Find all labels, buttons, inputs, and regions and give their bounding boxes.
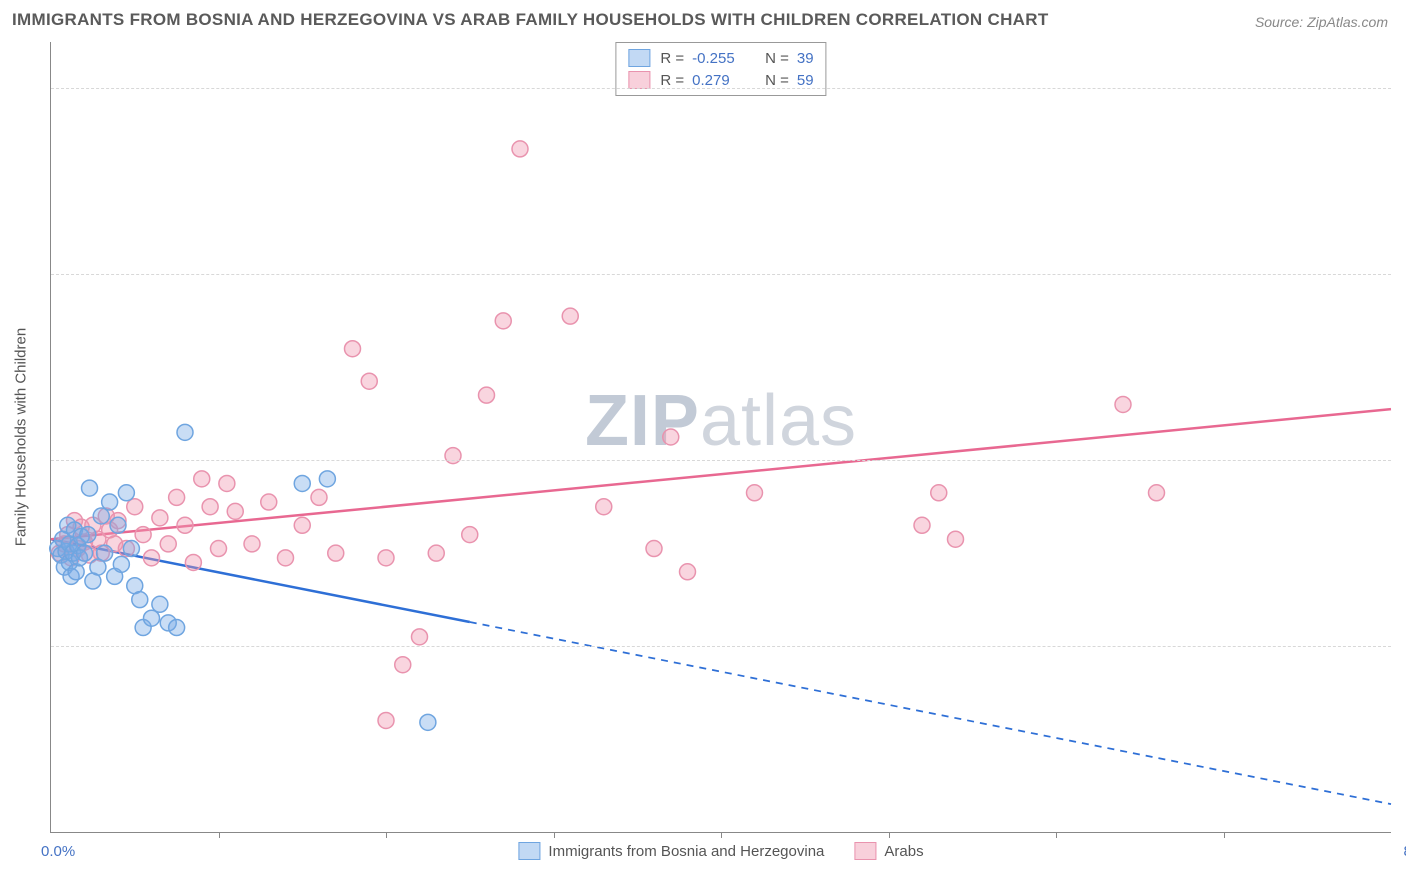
point-arabs xyxy=(428,545,444,561)
x-tick-start: 0.0% xyxy=(41,843,75,860)
point-arabs xyxy=(294,517,310,533)
point-arabs xyxy=(194,471,210,487)
point-bosnia xyxy=(177,424,193,440)
point-arabs xyxy=(512,141,528,157)
point-arabs xyxy=(345,341,361,357)
point-arabs xyxy=(562,308,578,324)
trend-line-bosnia-dashed xyxy=(470,622,1391,804)
point-bosnia xyxy=(420,714,436,730)
chart-svg xyxy=(51,42,1391,832)
gridline xyxy=(51,88,1391,89)
point-arabs xyxy=(378,712,394,728)
gridline xyxy=(51,460,1391,461)
point-arabs xyxy=(495,313,511,329)
gridline xyxy=(51,646,1391,647)
point-arabs xyxy=(378,550,394,566)
swatch-blue-icon xyxy=(518,842,540,860)
point-arabs xyxy=(177,517,193,533)
plot-area: Family Households with Children ZIPatlas… xyxy=(50,42,1391,833)
point-arabs xyxy=(479,387,495,403)
legend-item-bosnia: Immigrants from Bosnia and Herzegovina xyxy=(518,842,824,860)
point-arabs xyxy=(948,531,964,547)
point-bosnia xyxy=(110,517,126,533)
point-bosnia xyxy=(144,610,160,626)
legend-item-arabs: Arabs xyxy=(854,842,923,860)
point-bosnia xyxy=(132,592,148,608)
point-bosnia xyxy=(118,485,134,501)
y-axis-label: Family Households with Children xyxy=(13,328,30,546)
point-arabs xyxy=(395,657,411,673)
point-arabs xyxy=(185,554,201,570)
point-arabs xyxy=(144,550,160,566)
point-arabs xyxy=(135,527,151,543)
point-bosnia xyxy=(319,471,335,487)
point-arabs xyxy=(244,536,260,552)
x-tick-mark xyxy=(889,832,890,838)
point-arabs xyxy=(931,485,947,501)
point-arabs xyxy=(747,485,763,501)
legend-series: Immigrants from Bosnia and Herzegovina A… xyxy=(518,842,923,860)
point-bosnia xyxy=(113,556,129,572)
point-arabs xyxy=(278,550,294,566)
point-arabs xyxy=(211,541,227,557)
point-bosnia xyxy=(77,545,93,561)
x-tick-mark xyxy=(1224,832,1225,838)
x-tick-mark xyxy=(554,832,555,838)
point-arabs xyxy=(202,499,218,515)
x-tick-mark xyxy=(1056,832,1057,838)
point-bosnia xyxy=(152,596,168,612)
point-arabs xyxy=(169,489,185,505)
legend-label-arabs: Arabs xyxy=(884,843,923,860)
point-bosnia xyxy=(82,480,98,496)
point-arabs xyxy=(261,494,277,510)
swatch-pink-icon xyxy=(854,842,876,860)
point-arabs xyxy=(680,564,696,580)
point-bosnia xyxy=(102,494,118,510)
point-arabs xyxy=(152,510,168,526)
point-bosnia xyxy=(169,620,185,636)
point-bosnia xyxy=(123,541,139,557)
point-arabs xyxy=(311,489,327,505)
point-arabs xyxy=(462,527,478,543)
point-arabs xyxy=(127,499,143,515)
point-arabs xyxy=(663,429,679,445)
point-arabs xyxy=(914,517,930,533)
trend-line-arabs xyxy=(51,409,1391,539)
x-tick-mark xyxy=(219,832,220,838)
point-bosnia xyxy=(93,508,109,524)
point-bosnia xyxy=(294,475,310,491)
point-bosnia xyxy=(97,545,113,561)
point-arabs xyxy=(1149,485,1165,501)
point-arabs xyxy=(361,373,377,389)
point-arabs xyxy=(596,499,612,515)
point-bosnia xyxy=(80,527,96,543)
gridline xyxy=(51,274,1391,275)
chart-title: IMMIGRANTS FROM BOSNIA AND HERZEGOVINA V… xyxy=(12,10,1049,30)
point-arabs xyxy=(412,629,428,645)
point-arabs xyxy=(160,536,176,552)
x-tick-mark xyxy=(721,832,722,838)
point-arabs xyxy=(646,541,662,557)
source-label: Source: ZipAtlas.com xyxy=(1255,14,1388,30)
x-tick-mark xyxy=(386,832,387,838)
point-arabs xyxy=(227,503,243,519)
point-arabs xyxy=(219,475,235,491)
point-arabs xyxy=(328,545,344,561)
point-arabs xyxy=(1115,396,1131,412)
legend-label-bosnia: Immigrants from Bosnia and Herzegovina xyxy=(548,843,824,860)
